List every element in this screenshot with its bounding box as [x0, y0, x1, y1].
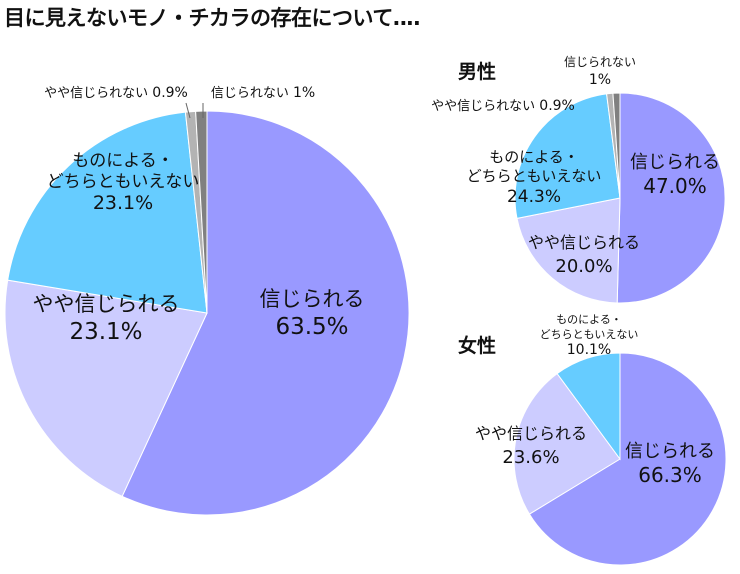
slice-label-3: やや信じられない 0.9% — [431, 98, 575, 114]
slice-label-2: どちらともいえない — [540, 328, 639, 341]
slice-label-2: ものによる・ — [556, 313, 622, 326]
pie-slice-2 — [514, 93, 621, 219]
main-title: 目に見えないモノ・チカラの存在について‥‥ — [4, 6, 420, 30]
slice-value-0: 66.3% — [638, 463, 702, 487]
pie-slice-0 — [121, 110, 410, 516]
pie-slice-2 — [556, 352, 621, 461]
slice-label-0: 信じられる — [625, 441, 715, 462]
slice-value-1: 20.0% — [555, 256, 612, 277]
slice-value-3: 0.9% — [152, 85, 188, 101]
pie-slice-4 — [195, 110, 208, 314]
slice-value-0: 47.0% — [643, 174, 707, 198]
main-pie: 信じられる63.5%やや信じられる23.1%ものによる・どちらともいえない23.… — [4, 85, 410, 516]
slice-label-1: やや信じられる — [33, 292, 180, 316]
slice-label-1: やや信じられる — [475, 424, 587, 443]
slice-label-4: 信じられない — [564, 55, 636, 69]
slice-value-4: 1% — [589, 72, 611, 88]
slice-value-4: 1% — [293, 85, 315, 101]
pie-slice-2 — [7, 111, 208, 314]
slice-label-4: 信じられない 1% — [211, 85, 315, 101]
slice-label-2: どちらともいえない — [467, 167, 602, 185]
slice-value-0: 63.5% — [275, 314, 348, 340]
slice-label-2: どちらともいえない — [47, 172, 200, 192]
slice-label-3: やや信じられない 0.9% — [44, 85, 188, 101]
pie-slice-1 — [4, 279, 208, 497]
pie-slice-1 — [516, 197, 621, 304]
slice-label-1: やや信じられる — [528, 233, 640, 252]
slice-label-2: ものによる・ — [489, 148, 579, 166]
slice-value-2: 23.1% — [93, 192, 153, 214]
slice-value-2: 24.3% — [507, 187, 561, 207]
slice-label-0: 信じられる — [630, 152, 720, 173]
slice-value-3: 0.9% — [539, 98, 575, 114]
slice-value-1: 23.1% — [69, 319, 142, 345]
slice-value-2: 10.1% — [567, 342, 611, 358]
slice-value-1: 23.6% — [502, 447, 559, 468]
chart-title: 男性 — [458, 60, 496, 83]
pie-slice-0 — [616, 92, 726, 304]
leader-line — [185, 102, 191, 119]
pie-slice-4 — [612, 92, 621, 199]
slice-label-0: 信じられる — [260, 287, 365, 311]
pie-slice-1 — [513, 372, 621, 515]
chart-title: 女性 — [458, 334, 496, 357]
pie-slice-0 — [528, 352, 727, 566]
slice-label-2: ものによる・ — [72, 151, 174, 171]
